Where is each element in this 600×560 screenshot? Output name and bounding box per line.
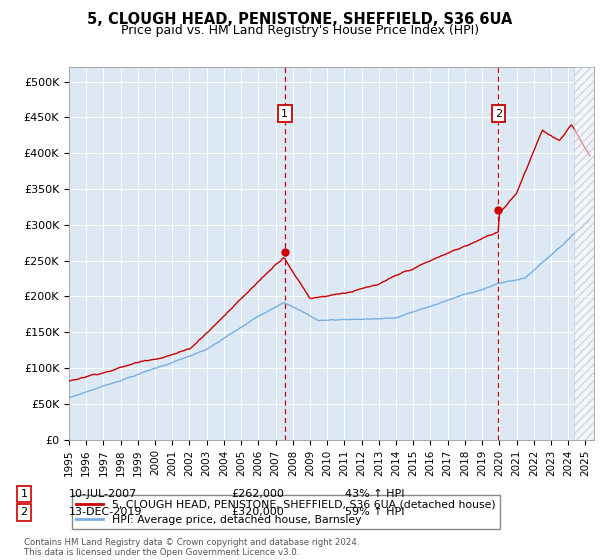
Text: 10-JUL-2007: 10-JUL-2007 [69, 489, 137, 499]
Text: 43% ↑ HPI: 43% ↑ HPI [345, 489, 404, 499]
Text: 5, CLOUGH HEAD, PENISTONE, SHEFFIELD, S36 6UA: 5, CLOUGH HEAD, PENISTONE, SHEFFIELD, S3… [88, 12, 512, 27]
Text: £320,000: £320,000 [231, 507, 284, 517]
Text: 13-DEC-2019: 13-DEC-2019 [69, 507, 143, 517]
Text: 1: 1 [281, 109, 288, 119]
Text: Price paid vs. HM Land Registry's House Price Index (HPI): Price paid vs. HM Land Registry's House … [121, 24, 479, 36]
Text: 2: 2 [20, 507, 28, 517]
Text: Contains HM Land Registry data © Crown copyright and database right 2024.
This d: Contains HM Land Registry data © Crown c… [24, 538, 359, 557]
Text: 2: 2 [495, 109, 502, 119]
Legend: 5, CLOUGH HEAD, PENISTONE, SHEFFIELD, S36 6UA (detached house), HPI: Average pri: 5, CLOUGH HEAD, PENISTONE, SHEFFIELD, S3… [72, 495, 500, 529]
Text: 59% ↑ HPI: 59% ↑ HPI [345, 507, 404, 517]
Text: £262,000: £262,000 [231, 489, 284, 499]
Text: 1: 1 [20, 489, 28, 499]
Bar [574, 67, 594, 440]
